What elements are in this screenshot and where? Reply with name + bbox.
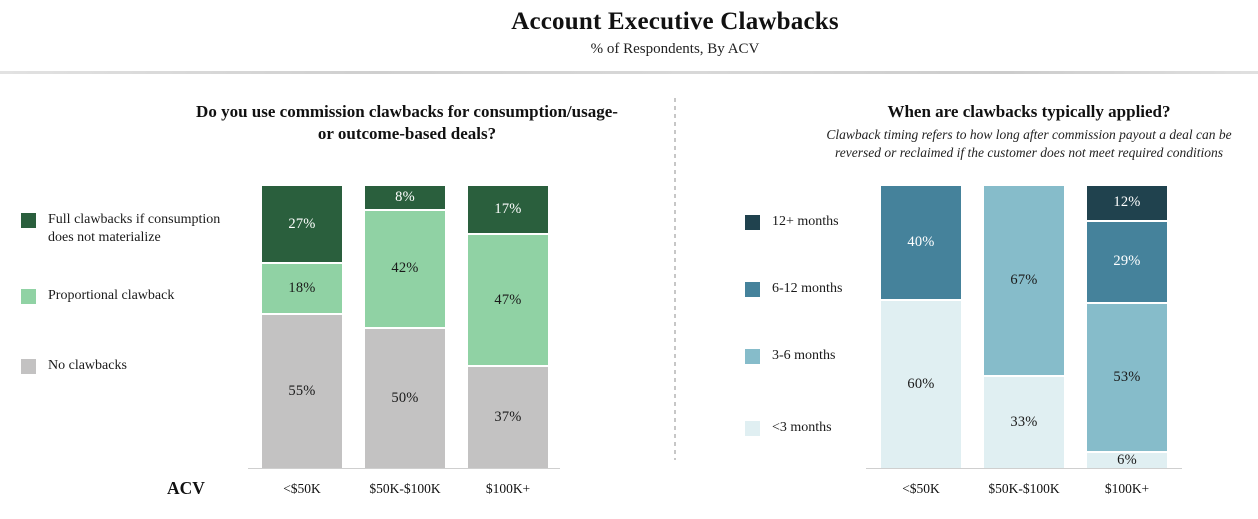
legend-label: No clawbacks xyxy=(48,358,127,373)
bar-segment-label: 53% xyxy=(1113,368,1141,385)
legend-item: Full clawbacks if consumption does not m… xyxy=(21,211,248,246)
panel-divider xyxy=(674,98,676,460)
left-chart-question: Do you use commission clawbacks for cons… xyxy=(196,102,618,144)
legend-item: Proportional clawback xyxy=(21,287,174,305)
axis-category-label: <$50K xyxy=(283,481,321,496)
bar-segment: 55% xyxy=(262,312,342,468)
bar-segment: 8% xyxy=(365,186,445,209)
bar-segment: 40% xyxy=(881,186,961,299)
page-title: Account Executive Clawbacks xyxy=(511,8,839,35)
stacked-bar: 17% 47% 37% xyxy=(468,186,548,468)
bar-segment: 17% xyxy=(468,186,548,234)
bar-segment: 67% xyxy=(984,186,1064,375)
right-chart-question: When are clawbacks typically applied? xyxy=(887,102,1171,121)
bar-segment: 12% xyxy=(1087,186,1167,220)
bar-segment: 29% xyxy=(1087,219,1167,302)
legend-label: Proportional clawback xyxy=(48,288,175,303)
legend-label: 6-12 months xyxy=(772,281,843,296)
bar-segment: 37% xyxy=(468,364,548,468)
legend-swatch xyxy=(745,349,760,364)
bar-segment-label: 37% xyxy=(494,408,522,425)
bar-segment-label: 8% xyxy=(395,188,415,205)
page-subtitle: % of Respondents, By ACV xyxy=(590,41,760,57)
bar-segment: 60% xyxy=(881,298,961,468)
bar-segment-label: 42% xyxy=(391,260,419,277)
bar-segment: 47% xyxy=(468,233,548,365)
stacked-bar: 12% 29% 53% 6% xyxy=(1087,186,1167,468)
bar-segment: 42% xyxy=(365,208,445,327)
bar-segment: 53% xyxy=(1087,301,1167,452)
stacked-bar: 40% 60% xyxy=(881,186,961,468)
bar-segment: 18% xyxy=(262,262,342,313)
legend-swatch xyxy=(745,282,760,297)
header-divider xyxy=(0,71,1258,74)
bar-segment-label: 55% xyxy=(288,382,316,399)
right-axis-line xyxy=(866,468,1182,469)
bar-segment: 50% xyxy=(365,326,445,468)
right-chart-subtitle: Clawback timing refers to how long after… xyxy=(826,127,1232,160)
bar-segment: 27% xyxy=(262,186,342,263)
legend-item: <3 months xyxy=(745,419,832,437)
legend-item: 3-6 months xyxy=(745,347,835,365)
legend-swatch xyxy=(21,213,36,228)
bar-segment-label: 6% xyxy=(1117,452,1137,468)
chart-header: Account Executive Clawbacks % of Respond… xyxy=(96,8,1254,58)
legend-item: 12+ months xyxy=(745,213,839,231)
acv-axis-label: ACV xyxy=(167,478,205,498)
bar-segment-label: 47% xyxy=(494,291,522,308)
stacked-bar: 8% 42% 50% xyxy=(365,186,445,468)
right-chart-plot: 40% 60% 67% 33% 12% 29% 53% 6% xyxy=(881,186,1167,468)
bar-segment-label: 67% xyxy=(1010,271,1038,288)
bar-segment: 6% xyxy=(1087,451,1167,468)
legend-label: Full clawbacks if consumption does not m… xyxy=(48,212,221,245)
legend-item: No clawbacks xyxy=(21,357,127,375)
bar-segment-label: 27% xyxy=(288,215,316,232)
left-axis-line xyxy=(248,468,560,469)
bar-segment-label: 17% xyxy=(494,201,522,218)
legend-swatch xyxy=(21,359,36,374)
bar-segment-label: 18% xyxy=(288,280,316,296)
legend-label: 12+ months xyxy=(772,214,839,229)
stacked-bar: 27% 18% 55% xyxy=(262,186,342,468)
axis-category-label: $50K-$100K xyxy=(369,481,441,496)
legend-label: <3 months xyxy=(772,420,832,435)
legend-swatch xyxy=(21,289,36,304)
legend-swatch xyxy=(745,215,760,230)
bar-segment-label: 29% xyxy=(1113,253,1141,270)
bar-segment: 33% xyxy=(984,374,1064,468)
bar-segment-label: 12% xyxy=(1113,194,1141,211)
axis-category-label: $100K+ xyxy=(1104,481,1150,496)
axis-category-label: $100K+ xyxy=(485,481,531,496)
bar-segment-label: 33% xyxy=(1010,413,1038,430)
legend-swatch xyxy=(745,421,760,436)
axis-category-label: <$50K xyxy=(902,481,940,496)
bar-segment-label: 50% xyxy=(391,389,419,406)
legend-item: 6-12 months xyxy=(745,280,842,298)
stacked-bar: 67% 33% xyxy=(984,186,1064,468)
axis-category-label: $50K-$100K xyxy=(988,481,1060,496)
legend-label: 3-6 months xyxy=(772,348,836,363)
left-chart-plot: 27% 18% 55% 8% 42% 50% 17% 47% 37% xyxy=(262,186,548,468)
bar-segment-label: 60% xyxy=(907,375,935,392)
bar-segment-label: 40% xyxy=(907,233,935,250)
